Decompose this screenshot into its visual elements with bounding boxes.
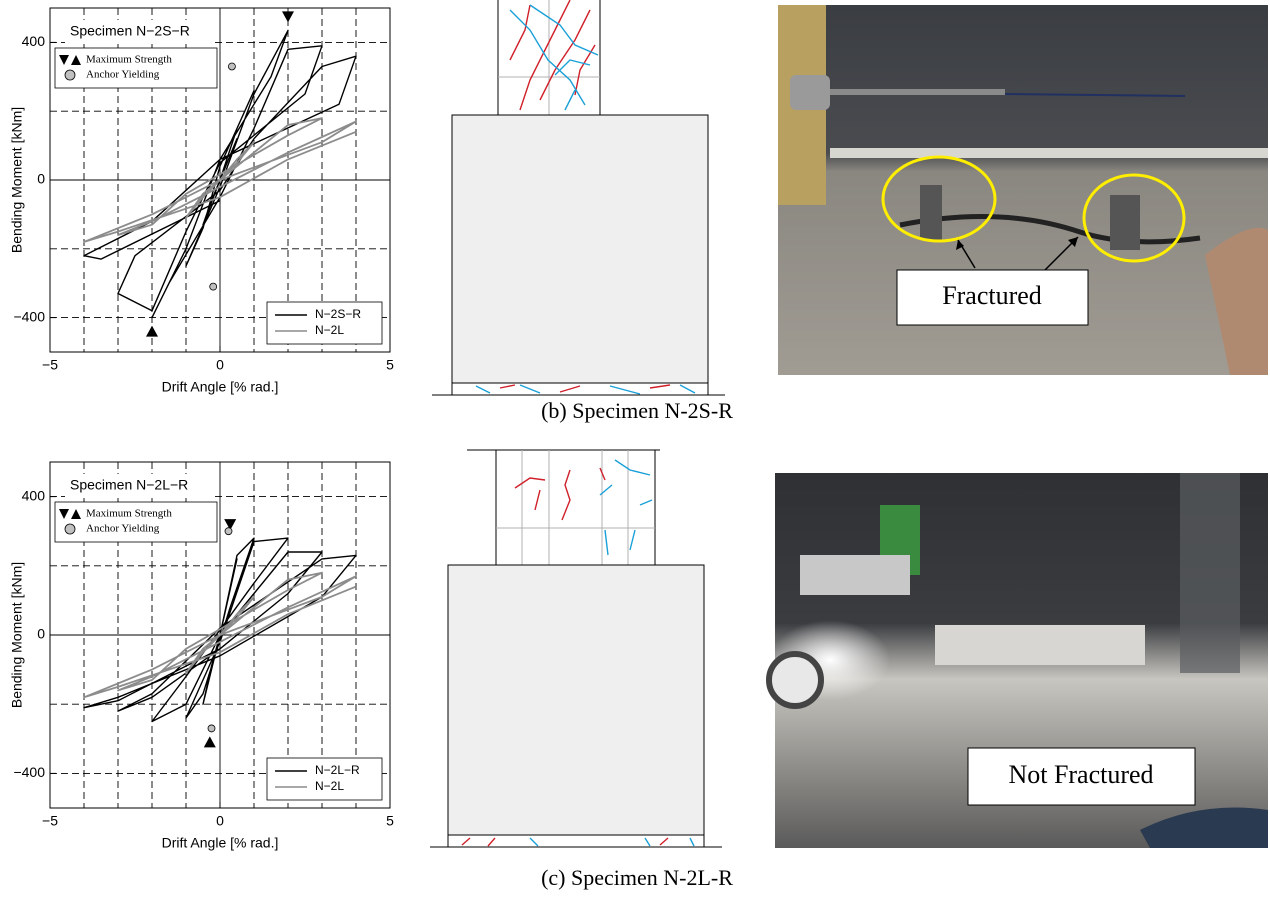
y-tick-label: −400 [13,764,45,780]
y-axis-label: Bending Moment [kNm] [9,107,25,253]
chart: −5 0 5 −400 0 400 Drift Angle [% rad.] Bending … [9,462,394,851]
x-tick-label: −5 [42,813,58,829]
crack-sketch [430,450,722,847]
bolt [790,75,830,110]
anchor-yield-marker [210,283,217,290]
foundation [452,115,708,383]
marker-legend: Maximum Strength Anchor Yielding [55,48,217,88]
legend-label: N−2L−R [315,763,360,777]
legend: N−2L−R N−2L [267,758,382,800]
legend-swatch [65,70,75,80]
photo: Not Fractured [769,473,1268,848]
plate-edge [830,148,1268,158]
anchor [1110,195,1140,250]
y-tick-label: 400 [22,33,46,49]
chart-title: Specimen N−2L−R [70,477,188,493]
y-tick-label: 400 [22,487,46,503]
foundation [448,565,704,835]
anchor-yield-marker [208,725,215,732]
x-tick-label: −5 [42,357,58,373]
x-tick-label: 0 [216,813,224,829]
y-tick-label: 0 [37,171,45,187]
x-tick-label: 0 [216,357,224,373]
chart-title: Specimen N−2S−R [70,23,190,39]
legend: N−2S−R N−2L [267,302,382,344]
legend-label: N−2L [315,323,344,337]
y-tick-label: −400 [13,308,45,324]
chart: −5 0 5 −400 0 400 Drift Angle [% rad.] Bending … [9,8,394,395]
legend-label: Maximum Strength [86,508,172,520]
legend-label: Maximum Strength [86,54,172,66]
grout [935,625,1145,665]
x-tick-label: 5 [386,813,394,829]
photo-label: Not Fractured [1008,760,1153,789]
marker-legend: Maximum Strength Anchor Yielding [55,502,217,542]
anchor-yield-marker [225,528,232,535]
legend-label: Anchor Yielding [86,69,160,81]
y-tick-label: 0 [37,626,45,642]
reflection [1180,473,1240,673]
wheel [769,654,821,706]
y-axis-label: Bending Moment [kNm] [9,562,25,708]
x-tick-label: 5 [386,357,394,373]
figure: Fractured Not Fractured (b) Specimen N-2… [0,0,1270,900]
crack-sketch [432,0,725,395]
photo: Fractured [778,5,1268,375]
photo-label: Fractured [942,281,1042,310]
legend-label: N−2S−R [315,307,361,321]
caption: (b) Specimen N-2S-R [541,398,733,423]
legend-swatch [65,524,75,534]
gauge [800,555,910,595]
anchor [920,185,942,240]
legend-label: Anchor Yielding [86,523,160,535]
page: {"chart_data": [ {"type": "line", "title… [0,0,1270,900]
caption: (c) Specimen N-2L-R [541,865,733,890]
x-axis-label: Drift Angle [% rad.] [162,835,279,851]
x-axis-label: Drift Angle [% rad.] [162,379,279,395]
anchor-yield-marker [228,63,235,70]
legend-label: N−2L [315,779,344,793]
